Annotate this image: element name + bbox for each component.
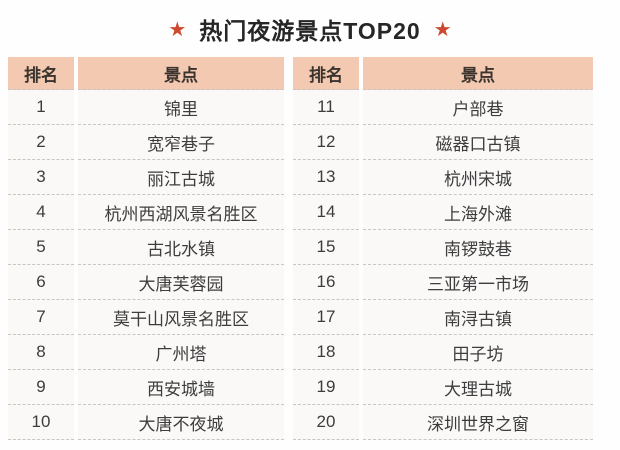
spot-cell: 杭州宋城 [363,160,593,195]
table-row: 5 古北水镇 [8,230,284,265]
spot-cell: 田子坊 [363,335,593,370]
rank-cell: 17 [293,300,359,335]
spot-cell: 南锣鼓巷 [363,230,593,265]
rank-cell: 8 [8,335,74,370]
rank-cell: 18 [293,335,359,370]
spot-cell: 大唐不夜城 [78,405,284,440]
spot-cell: 上海外滩 [363,195,593,230]
table-row: 3 丽江古城 [8,160,284,195]
rank-cell: 2 [8,125,74,160]
table-row: 1 锦里 [8,90,284,125]
ranking-table-left: 排名 景点 1 锦里 2 宽窄巷子 3 丽江古城 4 杭州西湖风景名胜区 5 古… [8,57,284,440]
column-header-spot: 景点 [78,57,284,90]
spot-cell: 大理古城 [363,370,593,405]
table-row: 2 宽窄巷子 [8,125,284,160]
table-row: 11 户部巷 [293,90,593,125]
spot-cell: 宽窄巷子 [78,125,284,160]
rank-cell: 16 [293,265,359,300]
table-header-row: 排名 景点 [8,57,284,90]
rank-cell: 12 [293,125,359,160]
spot-cell: 古北水镇 [78,230,284,265]
rank-cell: 15 [293,230,359,265]
spot-cell: 杭州西湖风景名胜区 [78,195,284,230]
table-row: 7 莫干山风景名胜区 [8,300,284,335]
page-title-text: 热门夜游景点TOP20 [199,17,421,44]
spot-cell: 莫干山风景名胜区 [78,300,284,335]
rank-cell: 7 [8,300,74,335]
ranking-tables: 排名 景点 1 锦里 2 宽窄巷子 3 丽江古城 4 杭州西湖风景名胜区 5 古… [8,57,620,440]
ranking-table-right: 排名 景点 11 户部巷 12 磁器口古镇 13 杭州宋城 14 上海外滩 15… [293,57,593,440]
rank-cell: 11 [293,90,359,125]
table-row: 19 大理古城 [293,370,593,405]
spot-cell: 户部巷 [363,90,593,125]
page-title: ★ 热门夜游景点TOP20 ★ [0,0,620,57]
rank-cell: 9 [8,370,74,405]
spot-cell: 磁器口古镇 [363,125,593,160]
spot-cell: 广州塔 [78,335,284,370]
table-row: 12 磁器口古镇 [293,125,593,160]
table-row: 6 大唐芙蓉园 [8,265,284,300]
rank-cell: 4 [8,195,74,230]
table-row: 20 深圳世界之窗 [293,405,593,440]
rank-cell: 6 [8,265,74,300]
rank-cell: 19 [293,370,359,405]
table-row: 9 西安城墙 [8,370,284,405]
rank-cell: 3 [8,160,74,195]
column-header-spot: 景点 [363,57,593,90]
spot-cell: 南浔古镇 [363,300,593,335]
table-header-row: 排名 景点 [293,57,593,90]
table-row: 14 上海外滩 [293,195,593,230]
table-row: 10 大唐不夜城 [8,405,284,440]
table-row: 15 南锣鼓巷 [293,230,593,265]
spot-cell: 丽江古城 [78,160,284,195]
table-row: 18 田子坊 [293,335,593,370]
spot-cell: 锦里 [78,90,284,125]
rank-cell: 20 [293,405,359,440]
spot-cell: 深圳世界之窗 [363,405,593,440]
rank-cell: 10 [8,405,74,440]
spot-cell: 三亚第一市场 [363,265,593,300]
night-tour-ranking-page: ★ 热门夜游景点TOP20 ★ 排名 景点 1 锦里 2 宽窄巷子 3 丽江古城… [0,0,620,440]
spot-cell: 大唐芙蓉园 [78,265,284,300]
rank-cell: 1 [8,90,74,125]
table-row: 4 杭州西湖风景名胜区 [8,195,284,230]
table-row: 13 杭州宋城 [293,160,593,195]
star-icon-right: ★ [433,18,452,41]
table-row: 17 南浔古镇 [293,300,593,335]
column-header-rank: 排名 [8,57,74,90]
spot-cell: 西安城墙 [78,370,284,405]
star-icon-left: ★ [168,18,187,41]
rank-cell: 5 [8,230,74,265]
column-header-rank: 排名 [293,57,359,90]
rank-cell: 13 [293,160,359,195]
table-row: 16 三亚第一市场 [293,265,593,300]
rank-cell: 14 [293,195,359,230]
table-row: 8 广州塔 [8,335,284,370]
